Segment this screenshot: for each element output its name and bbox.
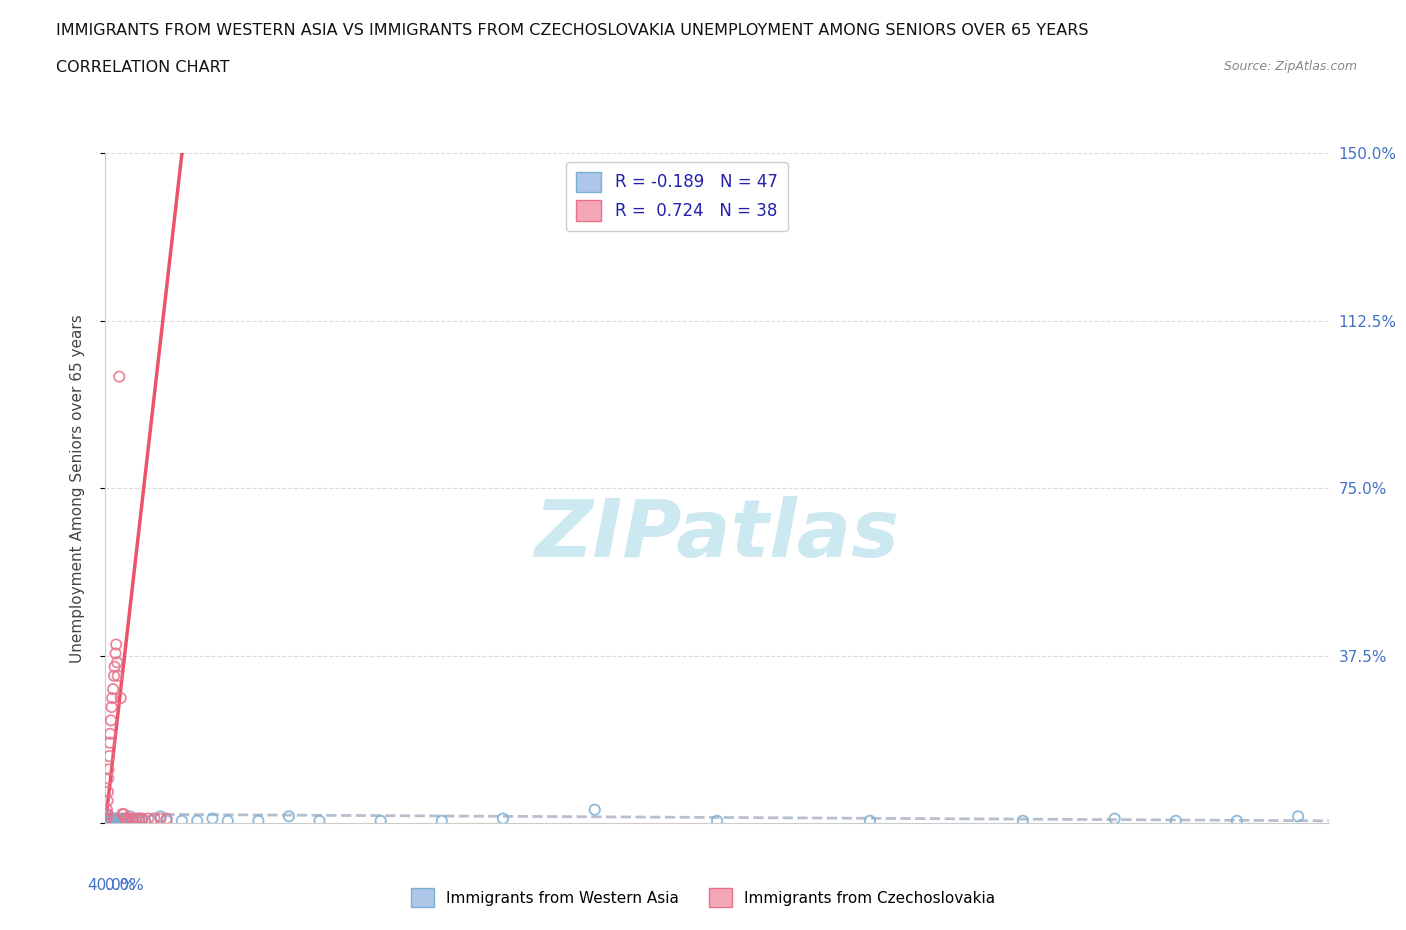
- Point: [136, 811, 159, 826]
- Point: [128, 811, 150, 826]
- Point: [125, 814, 148, 829]
- Point: [96, 814, 118, 829]
- Point: [97, 814, 120, 829]
- Point: [118, 811, 141, 826]
- Point: [201, 811, 224, 826]
- Point: [111, 806, 134, 821]
- Point: [122, 811, 145, 826]
- Point: [104, 659, 127, 674]
- Text: IMMIGRANTS FROM WESTERN ASIA VS IMMIGRANTS FROM CZECHOSLOVAKIA UNEMPLOYMENT AMON: IMMIGRANTS FROM WESTERN ASIA VS IMMIGRAN…: [56, 23, 1088, 38]
- Point: [104, 646, 127, 661]
- Point: [105, 655, 128, 670]
- Point: [108, 369, 131, 384]
- Text: Source: ZipAtlas.com: Source: ZipAtlas.com: [1223, 60, 1357, 73]
- Y-axis label: Unemployment Among Seniors over 65 years: Unemployment Among Seniors over 65 years: [70, 314, 84, 663]
- Point: [98, 726, 121, 741]
- Point: [103, 811, 125, 826]
- Point: [97, 793, 120, 808]
- Point: [112, 814, 135, 829]
- Text: 40.0%: 40.0%: [87, 878, 136, 893]
- Point: [94, 811, 117, 826]
- Point: [97, 762, 120, 777]
- Text: ZIPatlas: ZIPatlas: [534, 496, 900, 574]
- Point: [1226, 814, 1249, 829]
- Point: [217, 814, 239, 829]
- Point: [98, 749, 121, 764]
- Point: [141, 814, 163, 829]
- Point: [100, 814, 122, 829]
- Point: [100, 699, 122, 714]
- Point: [149, 811, 172, 826]
- Point: [97, 771, 120, 786]
- Point: [114, 811, 136, 826]
- Point: [110, 691, 132, 706]
- Point: [97, 784, 120, 799]
- Point: [583, 803, 606, 817]
- Point: [107, 669, 129, 684]
- Point: [278, 809, 301, 824]
- Point: [96, 803, 118, 817]
- Point: [170, 814, 193, 829]
- Point: [1286, 809, 1309, 824]
- Point: [114, 814, 136, 829]
- Point: [115, 811, 138, 826]
- Legend: Immigrants from Western Asia, Immigrants from Czechoslovakia: Immigrants from Western Asia, Immigrants…: [405, 883, 1001, 913]
- Point: [125, 811, 148, 826]
- Point: [98, 809, 121, 824]
- Point: [430, 814, 453, 829]
- Point: [96, 806, 118, 821]
- Point: [122, 814, 145, 829]
- Point: [110, 814, 132, 829]
- Legend: R = -0.189   N = 47, R =  0.724   N = 38: R = -0.189 N = 47, R = 0.724 N = 38: [567, 162, 787, 231]
- Point: [156, 811, 179, 826]
- Point: [859, 814, 882, 829]
- Point: [112, 806, 135, 821]
- Point: [1104, 811, 1126, 826]
- Text: CORRELATION CHART: CORRELATION CHART: [56, 60, 229, 75]
- Point: [156, 814, 179, 829]
- Point: [105, 814, 128, 829]
- Point: [134, 814, 156, 829]
- Point: [247, 814, 270, 829]
- Point: [101, 691, 124, 706]
- Point: [103, 669, 125, 684]
- Point: [149, 809, 172, 824]
- Point: [706, 814, 728, 829]
- Point: [100, 811, 122, 826]
- Point: [131, 814, 153, 829]
- Point: [186, 814, 208, 829]
- Point: [143, 811, 166, 826]
- Point: [1164, 814, 1187, 829]
- Point: [101, 814, 124, 829]
- Point: [370, 814, 392, 829]
- Point: [104, 814, 127, 829]
- Point: [98, 814, 121, 829]
- Point: [96, 806, 118, 821]
- Point: [98, 736, 121, 751]
- Point: [308, 814, 330, 829]
- Point: [101, 814, 124, 829]
- Point: [492, 811, 515, 826]
- Point: [118, 809, 141, 824]
- Point: [97, 811, 120, 826]
- Point: [111, 811, 134, 826]
- Point: [115, 814, 138, 829]
- Point: [108, 814, 131, 829]
- Point: [105, 811, 128, 826]
- Point: [128, 811, 150, 826]
- Point: [1012, 814, 1035, 829]
- Point: [105, 637, 128, 652]
- Point: [131, 811, 153, 826]
- Text: 0.0%: 0.0%: [105, 878, 145, 893]
- Point: [96, 811, 118, 826]
- Point: [101, 682, 124, 697]
- Point: [94, 811, 117, 826]
- Point: [107, 814, 129, 829]
- Point: [100, 713, 122, 728]
